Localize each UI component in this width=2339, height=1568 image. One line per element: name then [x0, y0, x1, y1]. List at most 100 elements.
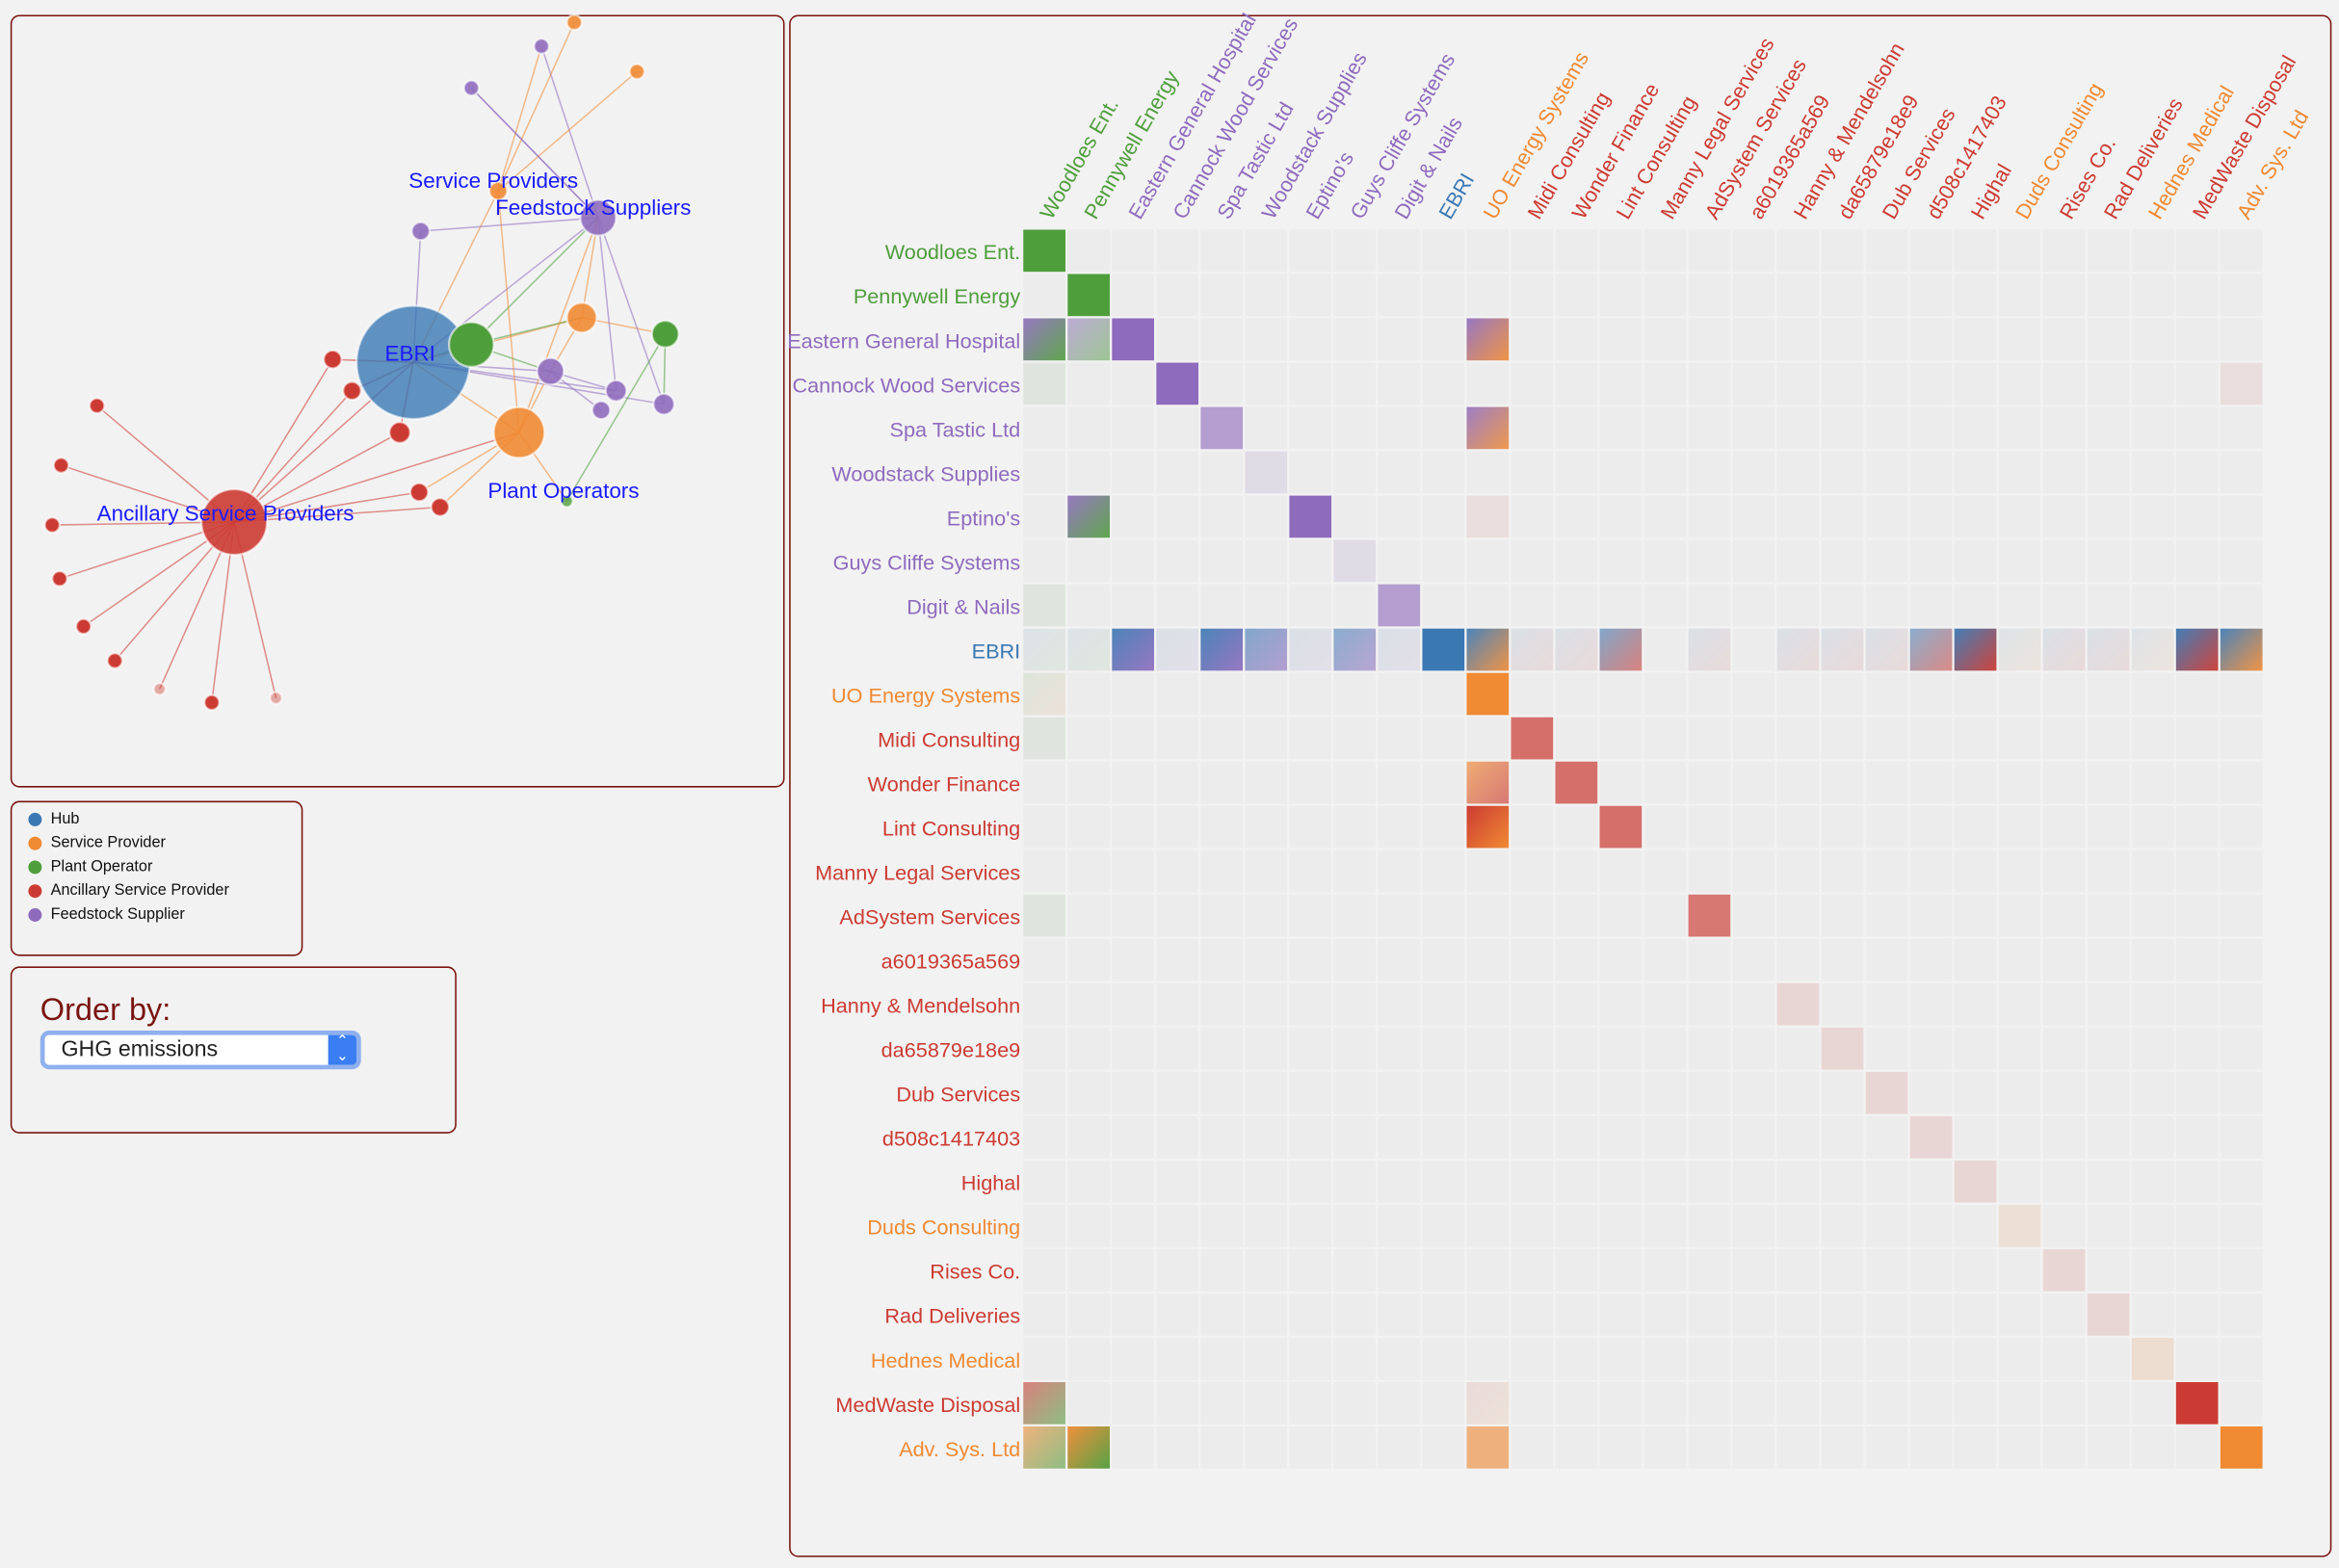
row-label[interactable]: Manny Legal Services: [815, 861, 1020, 885]
network-node-ancillary[interactable]: [269, 691, 283, 706]
matrix-cell[interactable]: [1821, 1027, 1864, 1070]
matrix-cell[interactable]: [1289, 628, 1332, 671]
row-label[interactable]: Dub Services: [896, 1083, 1020, 1107]
matrix-cell[interactable]: [1865, 628, 1908, 671]
matrix-cell[interactable]: [1998, 628, 2041, 671]
network-graph[interactable]: Service Providers Feedstock Suppliers EBRI…: [12, 13, 786, 789]
matrix-cell[interactable]: [1511, 628, 1554, 671]
matrix-cell[interactable]: [1023, 672, 1065, 716]
network-node-ancillary[interactable]: [341, 380, 362, 402]
network-node-feedstock[interactable]: [462, 79, 481, 97]
matrix-cell[interactable]: [1378, 584, 1421, 627]
network-node-service[interactable]: [565, 13, 584, 32]
matrix-cell[interactable]: [1555, 628, 1598, 671]
network-node-plant[interactable]: [447, 321, 495, 369]
matrix-cell[interactable]: [2131, 628, 2174, 671]
matrix-cell[interactable]: [1067, 1426, 1110, 1469]
matrix-cell[interactable]: [2220, 628, 2263, 671]
matrix-cell[interactable]: [2220, 362, 2263, 405]
network-node-ancillary[interactable]: [106, 652, 124, 669]
network-node-service[interactable]: [565, 301, 598, 334]
matrix-cell[interactable]: [1466, 406, 1510, 450]
row-label[interactable]: Woodloes Ent.: [885, 240, 1020, 264]
network-node-feedstock[interactable]: [410, 221, 432, 242]
matrix-cell[interactable]: [1333, 628, 1377, 671]
row-label[interactable]: Rad Deliveries: [884, 1304, 1020, 1328]
matrix-cell[interactable]: [2175, 628, 2219, 671]
matrix-cell[interactable]: [1511, 717, 1554, 760]
row-label[interactable]: Hanny & Mendelsohn: [821, 994, 1020, 1018]
row-label[interactable]: MedWaste Disposal: [835, 1393, 1020, 1417]
row-label[interactable]: Highal: [961, 1171, 1020, 1195]
network-node-service[interactable]: [628, 63, 646, 81]
network-node-feedstock[interactable]: [536, 356, 565, 386]
matrix-cell[interactable]: [1023, 584, 1065, 627]
row-label[interactable]: da65879e18e9: [881, 1038, 1021, 1062]
matrix-cell[interactable]: [1688, 628, 1731, 671]
network-node-service[interactable]: [487, 180, 509, 201]
matrix-cell[interactable]: [1466, 672, 1510, 716]
matrix-cell[interactable]: [1466, 1382, 1510, 1424]
matrix-cell[interactable]: [1245, 628, 1288, 671]
row-label[interactable]: d508c1417403: [882, 1127, 1020, 1151]
matrix-cell[interactable]: [1156, 362, 1199, 405]
network-node-feedstock[interactable]: [591, 400, 612, 421]
matrix-cell[interactable]: [2087, 628, 2130, 671]
matrix-cell[interactable]: [2220, 1426, 2263, 1469]
network-node-ancillary[interactable]: [322, 349, 343, 370]
matrix-cell[interactable]: [1865, 1071, 1908, 1114]
matrix-cell[interactable]: [2042, 1248, 2086, 1292]
matrix-cell[interactable]: [1466, 628, 1510, 671]
matrix-cell[interactable]: [1023, 628, 1065, 671]
matrix-cell[interactable]: [1599, 805, 1643, 849]
column-label[interactable]: EBRI: [1433, 169, 1479, 222]
row-label[interactable]: Cannock Wood Services: [792, 373, 1020, 397]
network-node-ancillary[interactable]: [88, 397, 106, 415]
matrix-cell[interactable]: [2131, 1338, 2174, 1380]
row-label[interactable]: Eptino's: [947, 506, 1021, 530]
matrix-cell[interactable]: [1156, 628, 1199, 671]
row-label[interactable]: Hednes Medical: [871, 1348, 1020, 1372]
matrix-cell[interactable]: [1023, 362, 1065, 405]
matrix-cell[interactable]: [1909, 1115, 1953, 1159]
matrix-cell[interactable]: [1023, 894, 1065, 937]
adjacency-matrix[interactable]: Woodloes Ent.Woodloes Ent.Pennywell Ener…: [787, 10, 2333, 1558]
matrix-cell[interactable]: [1112, 628, 1155, 671]
network-node-ancillary[interactable]: [74, 617, 92, 636]
network-node-ancillary[interactable]: [202, 693, 221, 712]
network-node-ancillary[interactable]: [43, 516, 62, 534]
row-label[interactable]: Digit & Nails: [907, 594, 1020, 618]
matrix-cell[interactable]: [1599, 628, 1643, 671]
row-label[interactable]: Woodstack Supplies: [831, 461, 1020, 485]
network-node-service[interactable]: [492, 405, 546, 459]
matrix-cell[interactable]: [1023, 318, 1065, 361]
matrix-cell[interactable]: [1466, 318, 1510, 361]
matrix-cell[interactable]: [1067, 495, 1110, 538]
matrix-cell[interactable]: [1466, 761, 1510, 804]
network-node-ancillary[interactable]: [199, 487, 269, 557]
row-label[interactable]: Guys Cliffe Systems: [833, 550, 1021, 574]
matrix-cell[interactable]: [1200, 628, 1244, 671]
matrix-cell[interactable]: [1776, 982, 1820, 1026]
matrix-cell[interactable]: [1245, 451, 1288, 494]
matrix-cell[interactable]: [1555, 761, 1598, 804]
row-label[interactable]: a6019365a569: [881, 950, 1021, 974]
matrix-cell[interactable]: [1023, 1382, 1065, 1424]
network-node-plant[interactable]: [650, 319, 680, 349]
row-label[interactable]: Adv. Sys. Ltd: [899, 1437, 1020, 1461]
matrix-cell[interactable]: [1821, 628, 1864, 671]
network-node-feedstock[interactable]: [652, 392, 676, 416]
row-label[interactable]: EBRI: [972, 639, 1021, 663]
matrix-cell[interactable]: [1023, 717, 1065, 760]
matrix-cell[interactable]: [2042, 628, 2086, 671]
row-label[interactable]: Eastern General Hospital: [787, 328, 1020, 353]
matrix-cell[interactable]: [1909, 628, 1953, 671]
network-node-ancillary[interactable]: [52, 457, 70, 475]
row-label[interactable]: Spa Tastic Ltd: [890, 417, 1021, 441]
matrix-cell[interactable]: [1067, 274, 1110, 317]
matrix-cell[interactable]: [1378, 628, 1421, 671]
matrix-cell[interactable]: [1776, 628, 1820, 671]
matrix-cell[interactable]: [1422, 628, 1465, 671]
network-node-ancillary[interactable]: [152, 682, 168, 696]
row-label[interactable]: Rises Co.: [930, 1260, 1020, 1284]
